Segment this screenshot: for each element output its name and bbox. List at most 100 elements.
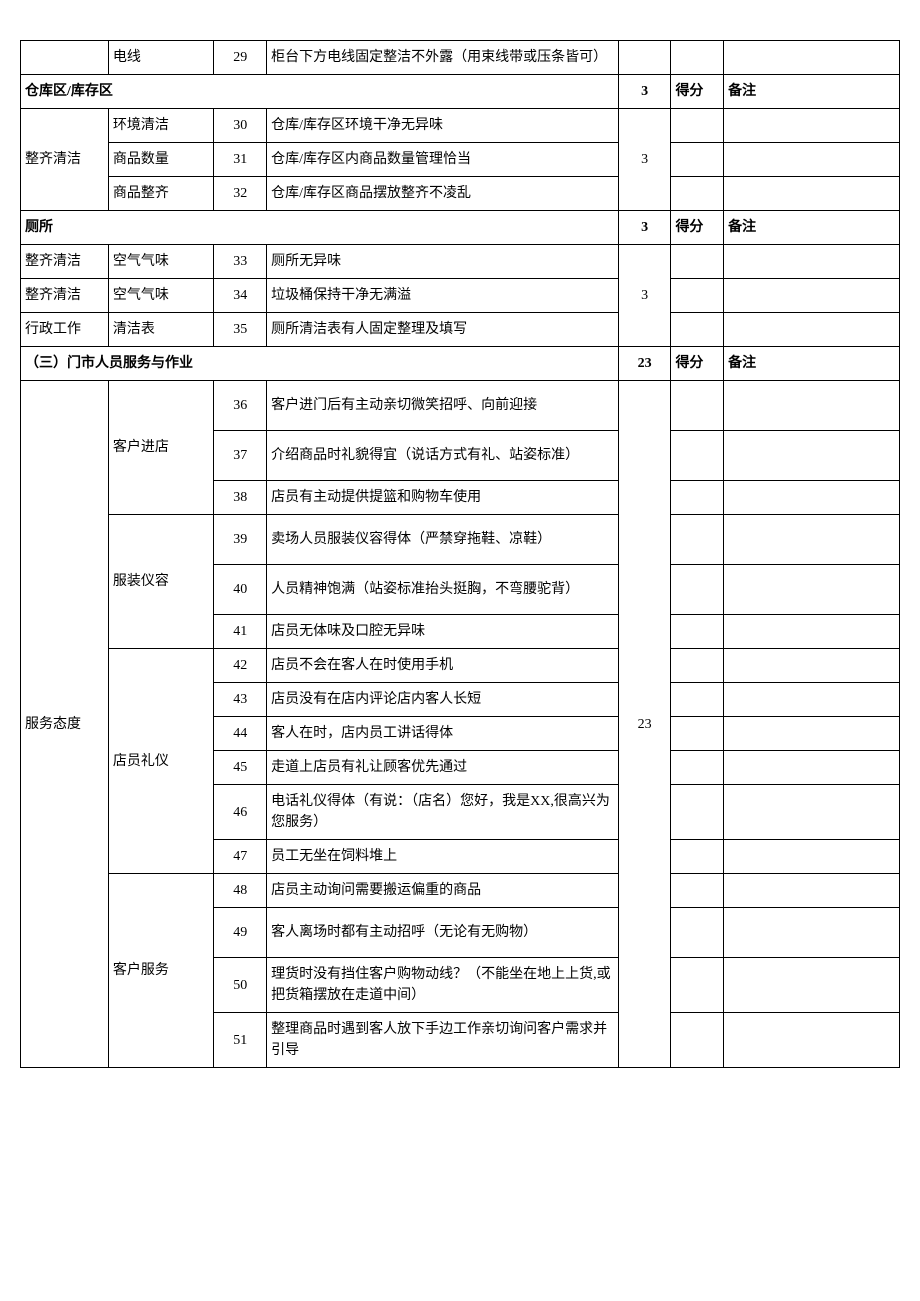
cell-remark (724, 874, 900, 908)
cell-desc: 店员主动询问需要搬运偏重的商品 (267, 874, 619, 908)
cell-num: 44 (214, 717, 267, 751)
cell-subitem: 空气气味 (108, 245, 213, 279)
cell-desc: 厕所无异味 (267, 245, 619, 279)
table-row: 服务态度 客户进店 36 客户进门后有主动亲切微笑招呼、向前迎接 23 (21, 381, 900, 431)
cell-score (671, 279, 724, 313)
cell-score (671, 908, 724, 958)
cell-score (671, 717, 724, 751)
cell-num: 42 (214, 649, 267, 683)
cell-score (671, 515, 724, 565)
cell-desc: 垃圾桶保持干净无满溢 (267, 279, 619, 313)
cell-remark (724, 565, 900, 615)
inspection-table: 电线 29 柜台下方电线固定整洁不外露（用束线带或压条皆可） 仓库区/库存区 3… (20, 40, 900, 1068)
cell-remark (724, 177, 900, 211)
table-row: 商品整齐 32 仓库/库存区商品摆放整齐不凌乱 (21, 177, 900, 211)
cell-desc: 理货时没有挡住客户购物动线？（不能坐在地上上货,或把货箱摆放在走道中间） (267, 958, 619, 1013)
cell-category: 服务态度 (21, 381, 109, 1068)
cell-subitem: 空气气味 (108, 279, 213, 313)
remark-label: 备注 (724, 75, 900, 109)
cell-subitem: 清洁表 (108, 313, 213, 347)
cell-remark (724, 908, 900, 958)
section-title: （三）门市人员服务与作业 (21, 347, 619, 381)
cell-desc: 柜台下方电线固定整洁不外露（用束线带或压条皆可） (267, 41, 619, 75)
cell-num: 33 (214, 245, 267, 279)
cell-score (671, 785, 724, 840)
cell-score (671, 381, 724, 431)
cell-num: 29 (214, 41, 267, 75)
cell-score (671, 481, 724, 515)
cell-score (671, 840, 724, 874)
score-label: 得分 (671, 75, 724, 109)
cell-desc: 仓库/库存区内商品数量管理恰当 (267, 143, 619, 177)
cell-score (671, 41, 724, 75)
cell-num: 48 (214, 874, 267, 908)
table-row: 客户服务 48 店员主动询问需要搬运偏重的商品 (21, 874, 900, 908)
cell-category: 整齐清洁 (21, 109, 109, 211)
cell-group-points: 23 (618, 381, 671, 1068)
table-row: 商品数量 31 仓库/库存区内商品数量管理恰当 (21, 143, 900, 177)
cell-score (671, 615, 724, 649)
section-title: 厕所 (21, 211, 619, 245)
cell-remark (724, 279, 900, 313)
cell-subitem: 电线 (108, 41, 213, 75)
cell-remark (724, 109, 900, 143)
score-label: 得分 (671, 347, 724, 381)
cell-num: 34 (214, 279, 267, 313)
cell-remark (724, 649, 900, 683)
cell-desc: 人员精神饱满（站姿标准抬头挺胸，不弯腰驼背） (267, 565, 619, 615)
cell-remark (724, 958, 900, 1013)
cell-desc: 客人离场时都有主动招呼（无论有无购物） (267, 908, 619, 958)
cell-desc: 厕所清洁表有人固定整理及填写 (267, 313, 619, 347)
cell-remark (724, 313, 900, 347)
cell-category: 整齐清洁 (21, 279, 109, 313)
cell-num: 50 (214, 958, 267, 1013)
cell-score (671, 874, 724, 908)
cell-remark (724, 143, 900, 177)
cell-remark (724, 615, 900, 649)
cell-score (671, 245, 724, 279)
cell-desc: 店员不会在客人在时使用手机 (267, 649, 619, 683)
cell-num: 35 (214, 313, 267, 347)
cell-num: 41 (214, 615, 267, 649)
cell-remark (724, 785, 900, 840)
cell-num: 51 (214, 1013, 267, 1068)
cell-empty (21, 41, 109, 75)
remark-label: 备注 (724, 211, 900, 245)
cell-desc: 客户进门后有主动亲切微笑招呼、向前迎接 (267, 381, 619, 431)
cell-score (671, 958, 724, 1013)
cell-num: 40 (214, 565, 267, 615)
cell-score (671, 313, 724, 347)
cell-score (671, 649, 724, 683)
cell-category: 行政工作 (21, 313, 109, 347)
cell-desc: 卖场人员服装仪容得体（严禁穿拖鞋、凉鞋） (267, 515, 619, 565)
cell-desc: 店员无体味及口腔无异味 (267, 615, 619, 649)
section-points: 3 (618, 75, 671, 109)
cell-num: 43 (214, 683, 267, 717)
cell-subitem: 商品整齐 (108, 177, 213, 211)
cell-subitem: 服装仪容 (108, 515, 213, 649)
section-header-toilet: 厕所 3 得分 备注 (21, 211, 900, 245)
cell-points (618, 41, 671, 75)
score-label: 得分 (671, 211, 724, 245)
cell-num: 46 (214, 785, 267, 840)
section-points: 23 (618, 347, 671, 381)
cell-remark (724, 515, 900, 565)
cell-num: 47 (214, 840, 267, 874)
cell-subitem: 客户服务 (108, 874, 213, 1068)
cell-score (671, 751, 724, 785)
cell-num: 39 (214, 515, 267, 565)
cell-group-points: 3 (618, 109, 671, 211)
cell-num: 49 (214, 908, 267, 958)
cell-subitem: 客户进店 (108, 381, 213, 515)
cell-remark (724, 245, 900, 279)
cell-subitem: 商品数量 (108, 143, 213, 177)
cell-desc: 店员有主动提供提篮和购物车使用 (267, 481, 619, 515)
table-row: 整齐清洁 环境清洁 30 仓库/库存区环境干净无异味 3 (21, 109, 900, 143)
table-row: 店员礼仪 42 店员不会在客人在时使用手机 (21, 649, 900, 683)
cell-desc: 仓库/库存区商品摆放整齐不凌乱 (267, 177, 619, 211)
cell-score (671, 1013, 724, 1068)
cell-remark (724, 751, 900, 785)
cell-remark (724, 481, 900, 515)
cell-remark (724, 717, 900, 751)
cell-num: 31 (214, 143, 267, 177)
